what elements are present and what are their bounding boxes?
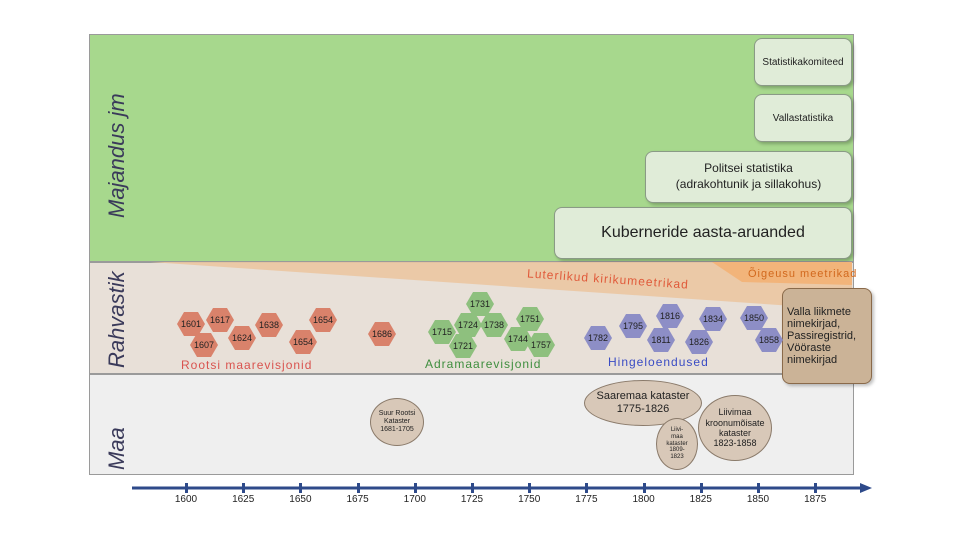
statistikakomiteed-box: Statistikakomiteed	[754, 38, 852, 86]
axis-tick	[757, 483, 760, 493]
vallastatistika-box: Vallastatistika	[754, 94, 852, 142]
hex-hinge: 1782	[584, 326, 612, 350]
valla-liikmete-box: Valla liikmete nimekirjad, Passiregistri…	[782, 288, 872, 384]
hex-hinge: 1816	[656, 304, 684, 328]
axis-year-label: 1625	[232, 494, 255, 505]
axis-tick	[814, 483, 818, 493]
liivimaa-kroonu-kataster: Liivimaa kroonumõisate kataster 1823-185…	[698, 395, 772, 461]
axis-year-label: 1700	[403, 494, 426, 505]
hex-hinge: 1811	[647, 328, 675, 352]
axis-tick	[642, 483, 646, 493]
suur-rootsi-kataster: Suur Rootsi Kataster 1681-1705	[370, 398, 424, 446]
hinge-label: Hingeloendused	[608, 355, 709, 369]
axis-year-label: 1750	[518, 494, 541, 505]
rahvastik-label: Rahvastik	[104, 271, 129, 368]
axis-tick	[185, 483, 188, 493]
axis-year-label: 1600	[174, 494, 198, 505]
hex-hinge: 1795	[619, 314, 647, 338]
hex-rootsi: 1607	[190, 333, 218, 357]
saaremaa-kataster: Saaremaa kataster 1775-1826	[584, 380, 702, 426]
kuberneride-aruanded-box: Kuberneride aasta-aruanded	[554, 207, 852, 259]
maa-label: Maa	[104, 427, 129, 470]
adramaa-label: Adramaarevisjonid	[425, 357, 542, 371]
majandus-label: Majandus jm	[104, 93, 129, 218]
axis-tick	[299, 483, 303, 493]
axis-arrow-icon	[860, 483, 872, 493]
hex-hinge: 1834	[699, 307, 727, 331]
axis-year-label: 1825	[689, 494, 712, 505]
hex-rootsi: 1617	[206, 308, 234, 332]
axis-year-label: 1675	[346, 494, 369, 505]
axis-tick	[242, 483, 246, 493]
hex-rootsi: 1601	[177, 312, 205, 336]
hex-rootsi: 1624	[228, 326, 256, 350]
hex-hinge: 1858	[755, 328, 783, 352]
hex-adramaa: 1757	[527, 333, 555, 357]
axis-year-label: 1775	[575, 494, 598, 505]
axis-tick	[356, 483, 360, 493]
axis-tick	[585, 483, 589, 493]
oigeusu-label: Õigeusu meetrikad	[748, 268, 858, 280]
hex-hinge: 1850	[740, 306, 768, 330]
axis-tick	[471, 483, 474, 493]
axis-year-label: 1650	[289, 494, 312, 505]
axis-tick	[413, 483, 417, 493]
axis-tick	[528, 483, 532, 493]
axis-year-label: 1850	[746, 494, 770, 505]
axis-year-label: 1725	[460, 494, 484, 505]
axis-year-label: 1800	[632, 494, 655, 505]
rootsi-label: Rootsi maarevisjonid	[181, 358, 313, 372]
politsei-statistika-box: Politsei statistika (adrakohtunik ja sil…	[645, 151, 852, 203]
liivimaa-kataster-small: Liivi- maa kataster 1809- 1823	[656, 418, 698, 470]
axis-year-label: 1875	[804, 494, 827, 505]
hex-hinge: 1826	[685, 330, 713, 354]
axis-tick	[699, 483, 703, 493]
